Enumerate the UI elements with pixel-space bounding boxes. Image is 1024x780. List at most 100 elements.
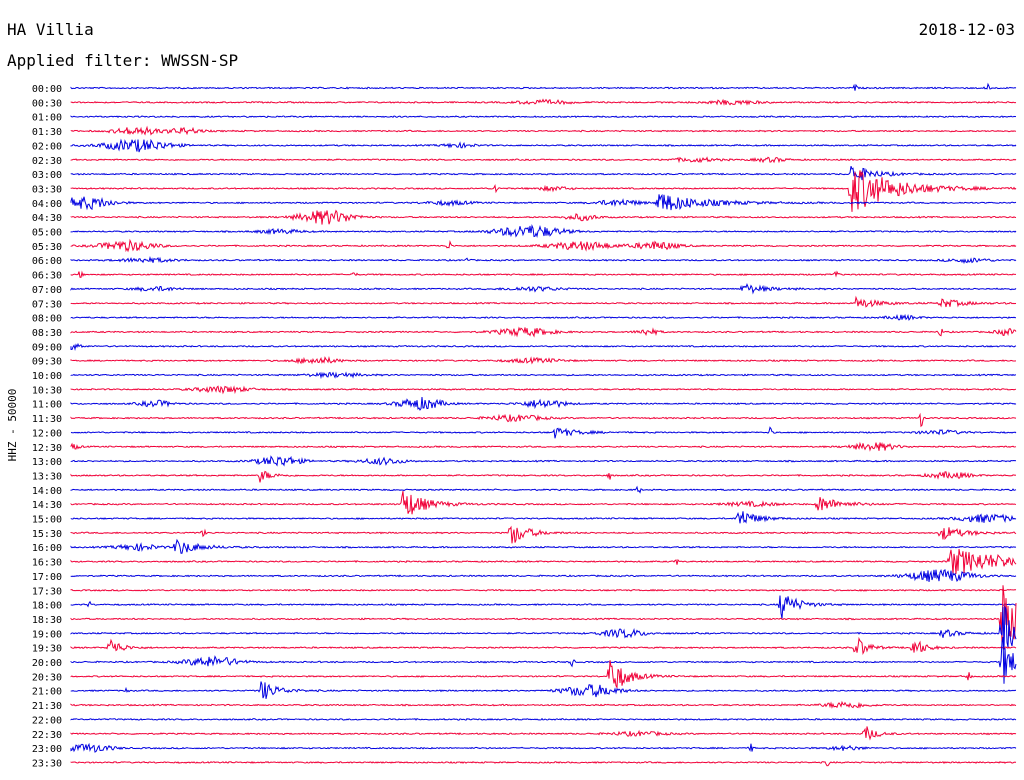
trace-line xyxy=(70,636,1017,684)
trace-line xyxy=(70,342,1017,351)
trace-line xyxy=(70,385,1017,395)
trace-line xyxy=(70,256,1017,265)
row-time-label: 09:00 xyxy=(32,342,62,353)
row-time-label: 00:00 xyxy=(32,84,62,95)
row-time-label: 02:30 xyxy=(32,156,62,167)
row-time-label: 23:30 xyxy=(32,758,62,769)
trace-line xyxy=(70,356,1017,365)
row-time-label: 07:00 xyxy=(32,285,62,296)
trace-line xyxy=(70,585,1017,644)
trace-line xyxy=(70,660,1017,690)
row-time-label: 16:30 xyxy=(32,558,62,569)
trace-line xyxy=(70,485,1017,494)
row-time-label: 14:00 xyxy=(32,486,62,497)
trace-line xyxy=(70,605,1017,650)
trace-line xyxy=(70,549,1017,575)
trace-line xyxy=(70,238,1017,253)
trace-line xyxy=(70,313,1017,321)
trace-line xyxy=(70,700,1017,709)
row-time-label: 22:00 xyxy=(32,715,62,726)
row-time-label: 19:00 xyxy=(32,629,62,640)
row-time-label: 06:30 xyxy=(32,271,62,282)
trace-line xyxy=(70,98,1017,106)
row-time-label: 20:00 xyxy=(32,658,62,669)
trace-line xyxy=(70,193,1017,211)
row-time-label: 17:00 xyxy=(32,572,62,583)
trace-line xyxy=(70,209,1017,225)
row-time-label: 22:30 xyxy=(32,730,62,741)
trace-line xyxy=(70,283,1017,295)
row-time-label: 08:30 xyxy=(32,328,62,339)
row-time-label: 15:00 xyxy=(32,515,62,526)
trace-line xyxy=(70,681,1017,700)
trace-line xyxy=(70,270,1017,278)
row-time-label: 13:00 xyxy=(32,457,62,468)
trace-line xyxy=(70,455,1017,467)
trace-line xyxy=(70,295,1017,308)
record-date: 2018-12-03 xyxy=(918,20,1015,39)
trace-line xyxy=(70,511,1017,524)
trace-line xyxy=(70,156,1017,164)
row-time-label: 08:00 xyxy=(32,314,62,325)
trace-line xyxy=(70,170,1017,212)
row-time-label: 04:30 xyxy=(32,213,62,224)
trace-line xyxy=(70,371,1017,380)
row-time-label: 21:00 xyxy=(32,687,62,698)
row-time-label: 16:00 xyxy=(32,543,62,554)
trace-line xyxy=(70,717,1017,721)
trace-line xyxy=(70,412,1017,428)
trace-line xyxy=(70,525,1017,544)
trace-line xyxy=(70,588,1017,592)
trace-line xyxy=(70,441,1017,452)
row-time-label: 18:30 xyxy=(32,615,62,626)
station-title: HA Villia xyxy=(7,20,94,39)
row-time-label: 09:30 xyxy=(32,357,62,368)
row-time-label: 06:00 xyxy=(32,256,62,267)
row-time-label: 23:00 xyxy=(32,744,62,755)
trace-line xyxy=(70,760,1017,767)
row-time-label: 14:30 xyxy=(32,500,62,511)
trace-line xyxy=(70,166,1017,181)
trace-line xyxy=(70,538,1017,554)
trace-line xyxy=(70,470,1017,483)
trace-line xyxy=(70,595,1017,619)
row-time-label: 12:30 xyxy=(32,443,62,454)
row-time-label: 21:30 xyxy=(32,701,62,712)
row-time-label: 10:30 xyxy=(32,385,62,396)
trace-line xyxy=(70,742,1017,753)
trace-line xyxy=(70,636,1017,655)
trace-line xyxy=(70,82,1017,91)
channel-label: HHZ - 50000 xyxy=(6,389,19,462)
trace-line xyxy=(70,491,1017,515)
row-time-label: 03:00 xyxy=(32,170,62,181)
row-time-label: 00:30 xyxy=(32,98,62,109)
trace-line xyxy=(70,125,1017,136)
filter-label: Applied filter: WWSSN-SP xyxy=(7,51,239,70)
trace-line xyxy=(70,115,1017,119)
row-time-label: 10:00 xyxy=(32,371,62,382)
trace-line xyxy=(70,426,1017,439)
trace-line xyxy=(70,726,1017,741)
row-time-label: 11:00 xyxy=(32,400,62,411)
row-time-label: 04:00 xyxy=(32,199,62,210)
row-time-label: 19:30 xyxy=(32,644,62,655)
row-time-label: 13:30 xyxy=(32,471,62,482)
row-time-label: 07:30 xyxy=(32,299,62,310)
row-time-label: 05:30 xyxy=(32,242,62,253)
trace-line xyxy=(70,138,1017,153)
row-time-label: 17:30 xyxy=(32,586,62,597)
row-time-label: 01:00 xyxy=(32,113,62,124)
row-time-label: 15:30 xyxy=(32,529,62,540)
row-time-label: 20:30 xyxy=(32,672,62,683)
row-time-label: 12:00 xyxy=(32,428,62,439)
trace-line xyxy=(70,396,1017,411)
trace-line xyxy=(70,326,1017,338)
row-time-label: 18:00 xyxy=(32,601,62,612)
trace-line xyxy=(70,223,1017,238)
row-time-label: 11:30 xyxy=(32,414,62,425)
row-time-label: 01:30 xyxy=(32,127,62,138)
row-time-label: 03:30 xyxy=(32,184,62,195)
row-time-label: 02:00 xyxy=(32,141,62,152)
trace-group xyxy=(70,82,1017,767)
